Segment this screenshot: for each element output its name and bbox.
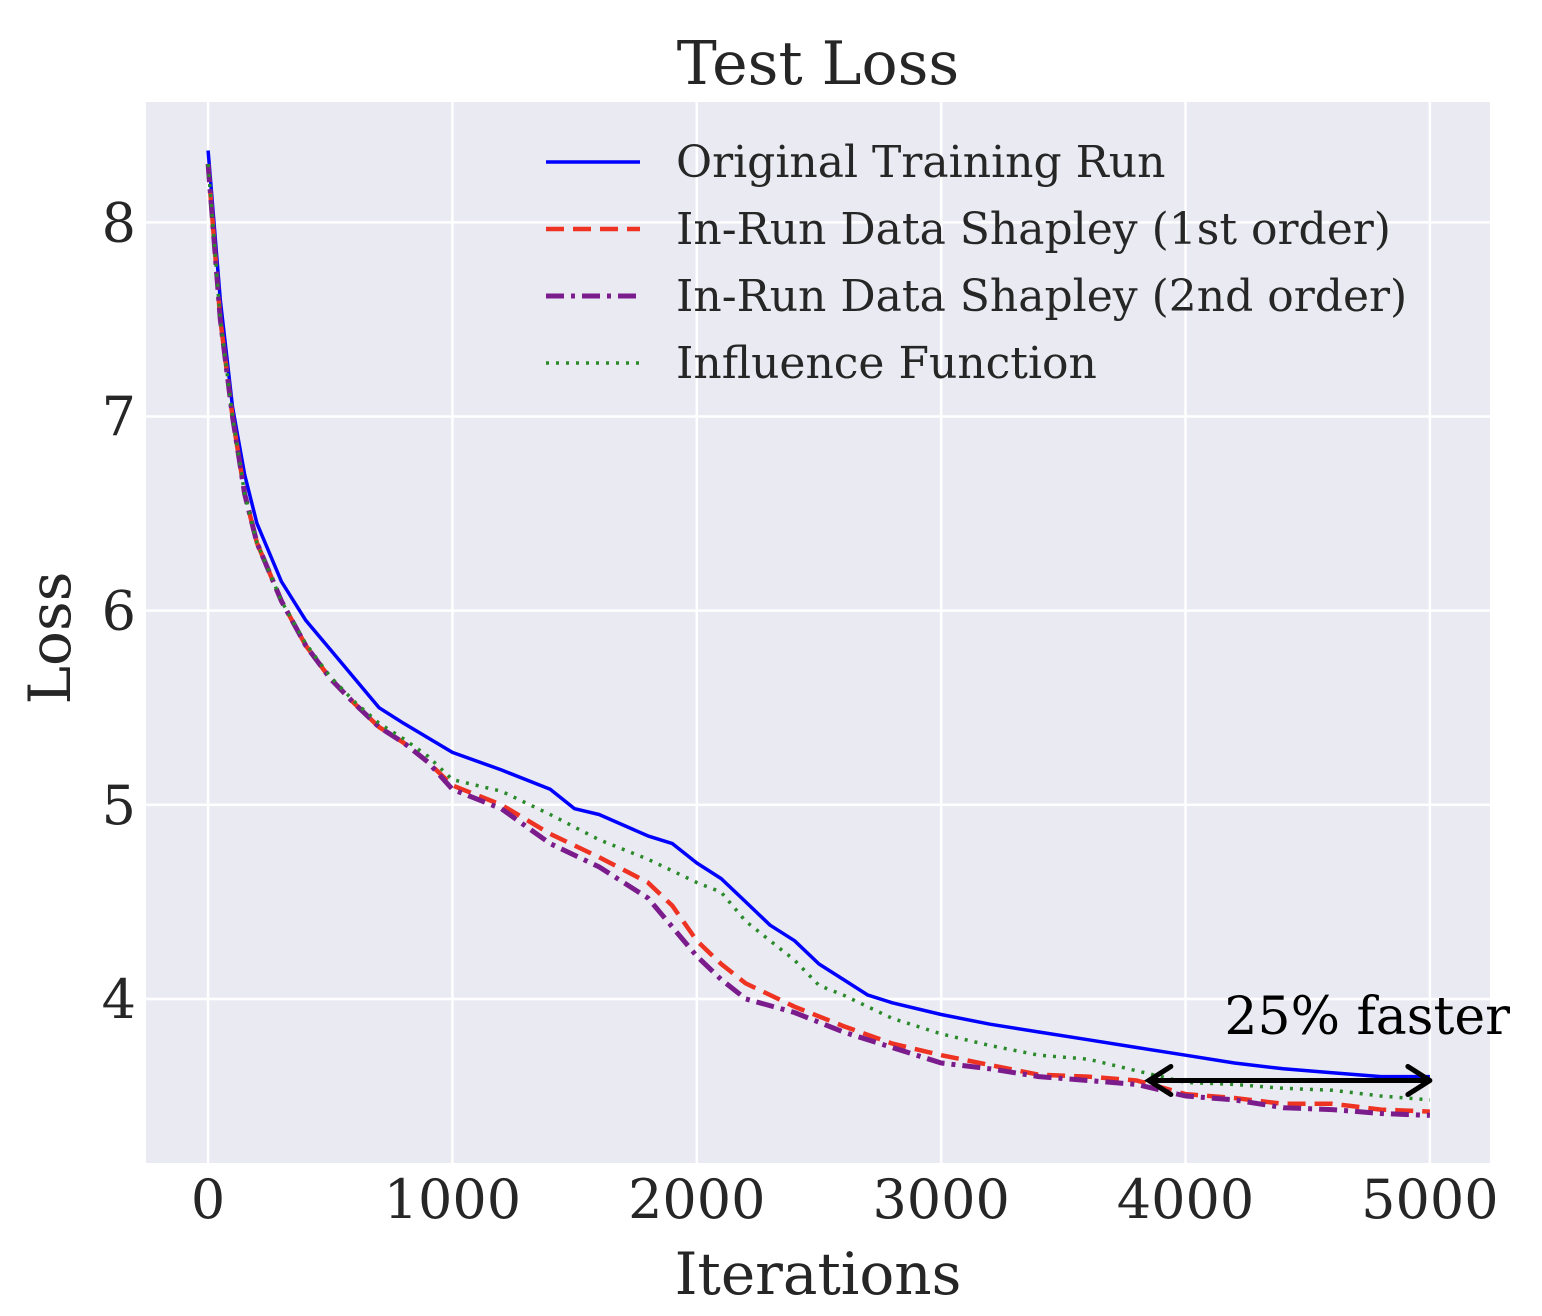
legend-label: Influence Function [676, 338, 1097, 389]
y-tick-label: 7 [102, 386, 136, 449]
series-line-0 [206, 150, 1430, 1079]
x-tick-label: 5000 [1361, 1168, 1498, 1231]
y-tick-label: 5 [102, 774, 136, 837]
series-line-2 [205, 163, 1430, 1118]
y-tick-label: 8 [102, 191, 136, 254]
arrow-head-left [1144, 1063, 1174, 1097]
y-tick-label: 4 [102, 968, 136, 1031]
legend-label: In-Run Data Shapley (1st order) [676, 204, 1391, 255]
x-tick-label: 4000 [1117, 1168, 1254, 1231]
grid [146, 102, 1490, 1163]
chart-title: Test Loss [677, 29, 959, 99]
x-axis-label: Iterations [675, 1240, 962, 1308]
series-line-1 [205, 163, 1430, 1114]
plot-background [146, 102, 1490, 1163]
x-tick-label: 2000 [628, 1168, 765, 1231]
tick-labels: 0 1000 2000 3000 4000 5000 4 5 6 7 8 [102, 191, 1499, 1231]
y-axis-label: Loss [16, 572, 84, 705]
annotation: 25% faster [1144, 987, 1510, 1097]
legend: Original Training Run In-Run Data Shapley… [546, 137, 1407, 389]
x-tick-label: 0 [191, 1168, 225, 1231]
series-lines [205, 150, 1431, 1118]
y-tick-label: 6 [102, 580, 136, 643]
x-tick-label: 3000 [872, 1168, 1009, 1231]
x-tick-label: 1000 [384, 1168, 521, 1231]
legend-label: Original Training Run [676, 137, 1165, 188]
legend-label: In-Run Data Shapley (2nd order) [676, 271, 1407, 322]
arrow-head-right [1405, 1063, 1433, 1097]
annotation-text: 25% faster [1224, 987, 1510, 1047]
